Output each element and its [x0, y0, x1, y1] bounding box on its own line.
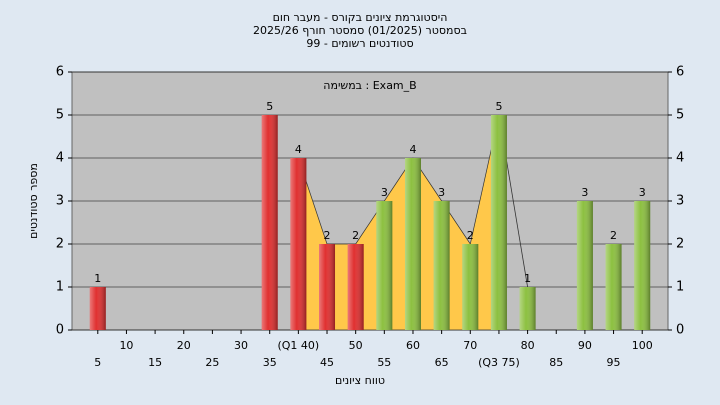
y2-tick-label: 4 [676, 151, 684, 166]
x-tick-label: (Q1 40) [277, 339, 319, 352]
data-label: 2 [610, 229, 617, 242]
bar-shade [347, 244, 364, 330]
y2-tick-label: 6 [676, 65, 684, 80]
x-tick-label: 70 [463, 339, 477, 352]
data-label: 3 [581, 186, 588, 199]
chart-subtitle: סטודנטים רשומים - 99 [306, 37, 413, 50]
bar-shade [376, 201, 393, 330]
y-tick-label: 2 [56, 237, 64, 252]
x-tick-label: 60 [406, 339, 420, 352]
y2-tick-label: 2 [676, 237, 684, 252]
x-tick-label: 100 [632, 339, 653, 352]
bar-shade [576, 201, 593, 330]
x-tick-label: (Q3 75) [478, 356, 520, 369]
data-label: 3 [438, 186, 445, 199]
y-tick-label: 5 [56, 108, 64, 123]
x-tick-label: 10 [119, 339, 133, 352]
data-label: 1 [94, 272, 101, 285]
data-label: 2 [467, 229, 474, 242]
data-label: 2 [352, 229, 359, 242]
y-tick-label: 1 [56, 280, 64, 295]
bar-shade [290, 158, 307, 330]
x-tick-label: 30 [234, 339, 248, 352]
data-label: 1 [524, 272, 531, 285]
annotation: במשימה : Exam_B [323, 79, 416, 92]
data-label: 5 [266, 100, 273, 113]
x-tick-label: 80 [521, 339, 535, 352]
data-label: 3 [381, 186, 388, 199]
x-tick-label: 20 [177, 339, 191, 352]
bar-shade [634, 201, 651, 330]
x-tick-label: 95 [607, 356, 621, 369]
chart-title: היסטוגרמת ציונים בקורס - מעבר חום [273, 11, 448, 24]
bar-shade [404, 158, 421, 330]
bar-shade [519, 287, 536, 330]
data-label: 2 [324, 229, 331, 242]
bar-shade [261, 115, 278, 330]
bar-shade [433, 201, 450, 330]
y2-tick-label: 5 [676, 108, 684, 123]
bar-shade [89, 287, 106, 330]
y2-tick-label: 0 [676, 323, 684, 338]
bar-shade [605, 244, 622, 330]
x-tick-label: 90 [578, 339, 592, 352]
bar-shade [490, 115, 507, 330]
x-tick-label: 50 [349, 339, 363, 352]
y-tick-label: 6 [56, 65, 64, 80]
y-tick-label: 4 [56, 151, 64, 166]
bar-shade [319, 244, 336, 330]
data-label: 4 [409, 143, 416, 156]
chart-subtitle: בסמסטר (01/2025) סמסטר חורף 2025/26 [253, 24, 467, 37]
data-label: 3 [639, 186, 646, 199]
x-tick-label: 5 [94, 356, 101, 369]
x-tick-label: 45 [320, 356, 334, 369]
x-tick-label: 25 [205, 356, 219, 369]
data-label: 5 [495, 100, 502, 113]
bar-shade [462, 244, 479, 330]
y2-tick-label: 1 [676, 280, 684, 295]
x-tick-label: 15 [148, 356, 162, 369]
x-tick-label: 65 [435, 356, 449, 369]
y-tick-label: 3 [56, 194, 64, 209]
data-label: 4 [295, 143, 302, 156]
x-tick-label: 85 [549, 356, 563, 369]
x-tick-label: 55 [377, 356, 391, 369]
y-axis-label: מספר סטודנטים [27, 163, 40, 239]
y-tick-label: 0 [56, 323, 64, 338]
x-tick-label: 35 [263, 356, 277, 369]
y2-tick-label: 3 [676, 194, 684, 209]
x-axis-label: טווח ציונים [335, 374, 385, 387]
